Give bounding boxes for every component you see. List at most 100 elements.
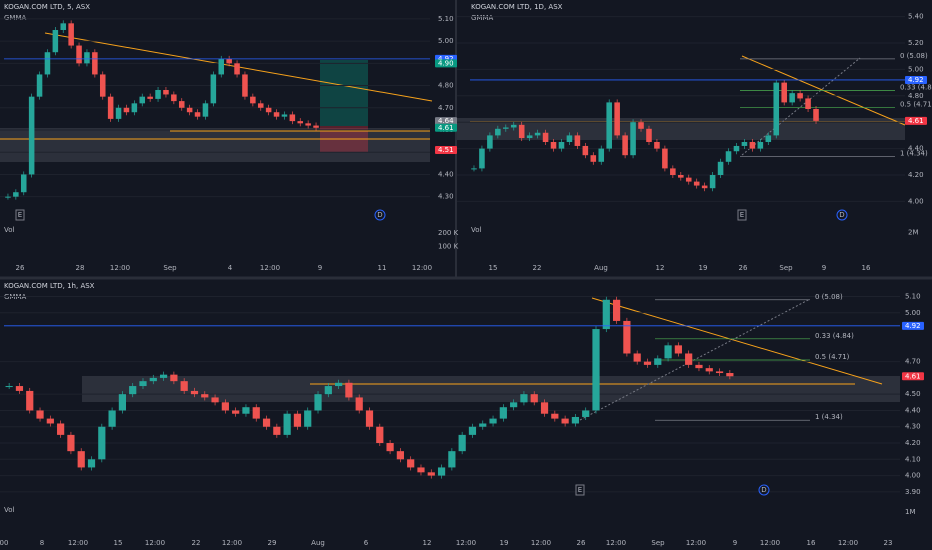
x-tick-label: 22	[533, 264, 542, 272]
candle	[242, 407, 250, 414]
candle	[131, 103, 138, 113]
fib-label: 0.5 (4.71)	[815, 353, 850, 361]
price-tag-label: 4.61	[438, 124, 454, 132]
candle	[503, 127, 509, 129]
x-tick-label: 12:00	[110, 264, 130, 272]
y-tick-label: 5.10	[905, 293, 921, 301]
candle	[725, 151, 732, 162]
zone	[457, 118, 905, 140]
candle	[123, 107, 130, 113]
candle	[582, 410, 590, 417]
x-tick-label: 16	[862, 264, 871, 272]
candle	[194, 112, 201, 117]
y-tick-label: 4.80	[908, 92, 924, 100]
candle	[107, 96, 114, 119]
candle	[749, 142, 756, 149]
candle	[518, 124, 525, 139]
y-tick-label: 5.00	[908, 65, 924, 73]
candle	[335, 382, 343, 387]
chart-title: KOGAN.COM LTD, 1h, ASX	[4, 282, 95, 290]
y-tick-label: 5.20	[908, 39, 924, 47]
candle	[252, 407, 260, 419]
x-tick-label: 9	[822, 264, 826, 272]
candle	[781, 82, 787, 103]
candle	[678, 175, 684, 178]
x-tick-label: 9	[318, 264, 322, 272]
candle	[305, 123, 311, 126]
candle	[234, 63, 240, 75]
y-tick-label: 4.10	[905, 455, 921, 463]
candle	[293, 413, 302, 427]
candle	[355, 397, 363, 411]
fib-label: 0.5 (4.71)	[900, 101, 932, 109]
candle	[57, 423, 65, 435]
y-tick-label: 4.50	[905, 390, 921, 398]
candle	[471, 168, 477, 170]
candle	[13, 192, 19, 197]
candle	[52, 30, 59, 53]
candle	[304, 410, 312, 427]
candle	[98, 426, 106, 460]
candle	[664, 345, 672, 359]
candle	[602, 299, 610, 330]
candle	[15, 386, 24, 391]
volume-label: Vol	[4, 506, 15, 514]
price-tag	[905, 75, 927, 84]
candle	[417, 467, 425, 473]
x-tick-label: 26	[577, 539, 586, 547]
candle	[283, 413, 291, 435]
candle	[297, 121, 304, 124]
event-label: E	[18, 211, 22, 219]
candle	[427, 472, 435, 476]
price-tag-label: 4.64	[438, 117, 454, 125]
candle	[638, 122, 644, 129]
x-tick-label: 23	[884, 539, 893, 547]
y-tick-label: 4.20	[905, 439, 921, 447]
candle	[67, 434, 75, 452]
candle	[186, 107, 193, 113]
candle	[273, 112, 280, 117]
candle	[726, 373, 734, 377]
candle	[574, 135, 581, 146]
x-tick-label: 19	[699, 264, 708, 272]
y-tick-label: 5.00	[905, 309, 921, 317]
candle	[232, 410, 240, 414]
candle	[437, 467, 446, 476]
candle	[773, 82, 780, 136]
x-tick-label: 26	[16, 264, 25, 272]
long-position	[320, 60, 368, 126]
candle	[510, 124, 517, 128]
candle	[526, 135, 533, 139]
zone	[0, 128, 430, 162]
candle	[551, 413, 559, 419]
candle	[705, 368, 713, 372]
candle	[693, 181, 700, 186]
candle	[201, 394, 209, 398]
candle	[561, 418, 569, 424]
event-box	[15, 209, 25, 221]
fib-label: 0.33 (4.84)	[815, 332, 854, 340]
candle	[630, 122, 636, 156]
x-tick-label: 00	[0, 539, 8, 547]
x-tick-label: 22	[192, 539, 201, 547]
x-tick-label: 12:00	[606, 539, 626, 547]
y-tick-label: 4.40	[905, 406, 921, 414]
candle	[36, 410, 44, 419]
candle	[155, 90, 161, 99]
price-tag	[435, 117, 457, 126]
candle	[542, 132, 549, 142]
candle	[622, 135, 628, 156]
x-tick-label: 19	[500, 539, 509, 547]
candle	[571, 416, 580, 424]
candle	[797, 93, 803, 99]
candle	[36, 74, 43, 97]
candle	[757, 142, 764, 149]
candle	[257, 103, 264, 108]
candle	[28, 96, 35, 175]
fib-label: 0 (5.08)	[900, 52, 928, 60]
x-tick-label: 12:00	[145, 539, 165, 547]
y-tick-label: 4.20	[908, 171, 924, 179]
indicator-label: GMMA	[471, 14, 494, 22]
candle	[159, 374, 168, 378]
